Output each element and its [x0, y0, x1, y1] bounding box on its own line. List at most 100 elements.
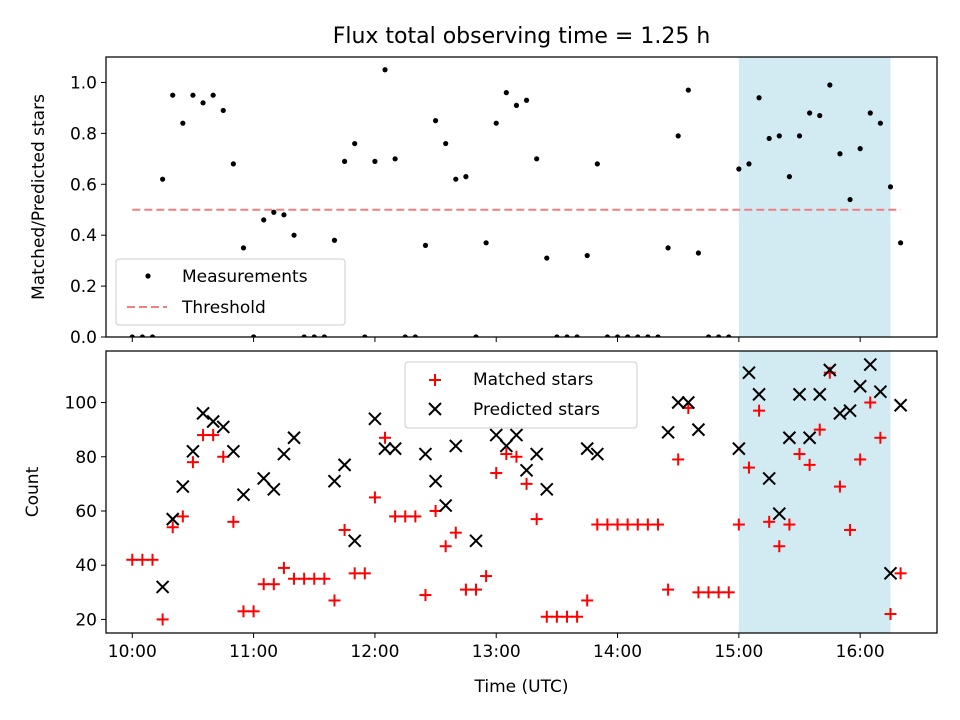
measurement-point [635, 334, 641, 337]
shaded-observing-window [738, 57, 891, 337]
predicted-star-marker [529, 447, 544, 461]
measurement-point [493, 120, 499, 126]
measurement-point [726, 334, 732, 337]
matched-star-marker [833, 480, 846, 493]
matched-star-marker [692, 586, 705, 599]
predicted-star-marker [428, 474, 443, 488]
predicted-star-marker [166, 512, 180, 526]
measurement-point [180, 120, 186, 126]
matched-star-marker [844, 523, 857, 536]
predicted-star-marker [833, 406, 847, 421]
measurement-point [301, 334, 307, 337]
predicted-star-marker [176, 479, 190, 494]
chart-title: Flux total observing time = 1.25 h [333, 24, 711, 49]
bottom-x-ticks: 10:00 11:00 12:00 13:00 14:00 15:00 16:00 [108, 633, 885, 662]
matched-star-marker [288, 572, 301, 585]
x-tick-label: 16:00 [836, 642, 885, 662]
measurement-point [341, 158, 348, 164]
predicted-star-marker [449, 439, 463, 453]
measurement-point [250, 334, 257, 337]
measurement-point [534, 156, 540, 162]
measurement-point [291, 232, 297, 238]
matched-star-marker [601, 518, 614, 531]
matched-star-marker [277, 561, 290, 574]
predicted-star-marker [257, 471, 271, 486]
predicted-star-marker [378, 441, 392, 456]
matched-star-marker [742, 461, 755, 474]
matched-star-marker [338, 523, 351, 536]
matched-star-marker [399, 510, 412, 523]
measurement-point [665, 245, 671, 251]
matched-star-marker [409, 510, 422, 523]
matched-star-marker [379, 431, 392, 444]
measurement-point [240, 245, 247, 251]
matched-star-marker [227, 515, 240, 528]
predicted-star-marker [813, 387, 827, 402]
predicted-star-marker [540, 482, 554, 496]
top-shaded-region [738, 57, 891, 337]
predicted-star-marker [347, 534, 362, 548]
top-plot-frame [105, 56, 938, 338]
bottom-y-axis-label: Count [23, 466, 43, 517]
top-y-tick-label: 1.0 [70, 73, 97, 93]
matched-star-marker [631, 518, 644, 531]
matched-star-marker [449, 526, 462, 539]
predicted-star-marker [772, 506, 786, 521]
predicted-star-marker [186, 444, 200, 459]
measurement-point [372, 158, 378, 164]
measurement-point [564, 334, 570, 337]
measurement-point [766, 135, 772, 142]
measurement-point [443, 140, 449, 147]
predicted-star-marker [742, 365, 756, 380]
predicted-star-marker [337, 458, 352, 472]
matched-star-marker [651, 518, 664, 531]
top-y-axis-label: Matched/Predicted stars [29, 94, 49, 300]
matched-star-marker [894, 567, 907, 580]
measurement-point [776, 133, 782, 139]
predicted-star-marker [499, 439, 514, 453]
bottom-y-tick-label: 20 [75, 610, 97, 630]
measurement-point [837, 151, 843, 157]
matched-star-marker [550, 610, 563, 623]
measurement-point [362, 334, 368, 337]
predicted-star-marker [438, 498, 453, 513]
matched-star-marker [854, 453, 867, 466]
x-tick-label: 12:00 [350, 642, 399, 662]
predicted-star-marker [681, 395, 696, 410]
predicted-star-marker [206, 414, 220, 429]
measurement-point [857, 146, 863, 152]
measurement-point [716, 334, 722, 337]
predicted-star-marker [368, 412, 382, 426]
top-panel: 0.0 0.2 0.4 0.6 0.8 1.0 Matched/Predicted sta… [29, 56, 938, 348]
matched-star-marker [146, 553, 159, 566]
bottom-y-ticks: 20 40 60 80 100 [65, 394, 106, 630]
measurement-point [847, 196, 853, 203]
matched-star-marker [126, 553, 139, 566]
top-legend-box [115, 258, 346, 326]
matched-star-marker [672, 453, 685, 466]
predicted-star-marker [327, 474, 342, 488]
top-y-tick-label: 0.0 [70, 328, 97, 348]
predicted-star-marker [671, 395, 685, 410]
measurement-point [523, 97, 530, 103]
matched-star-marker [712, 586, 725, 599]
shaded-observing-window [738, 351, 891, 633]
legend-measurements-marker [145, 273, 151, 279]
predicted-star-marker [802, 431, 817, 445]
measurement-point [594, 161, 600, 167]
measurement-point [321, 334, 327, 337]
measurement-point [513, 102, 520, 108]
matched-star-marker [611, 518, 624, 531]
matched-star-marker [702, 586, 715, 599]
measurement-point [554, 334, 560, 337]
bottom-y-tick-label: 100 [65, 394, 97, 414]
predicted-star-marker [277, 447, 291, 461]
measurement-point [887, 184, 894, 190]
matched-star-marker [621, 518, 634, 531]
matched-star-marker [298, 572, 311, 585]
predicted-star-marker [762, 471, 776, 486]
matched-star-marker [560, 610, 573, 623]
matched-star-marker [530, 513, 543, 526]
measurement-point [210, 92, 216, 98]
matched-star-marker [884, 608, 897, 621]
